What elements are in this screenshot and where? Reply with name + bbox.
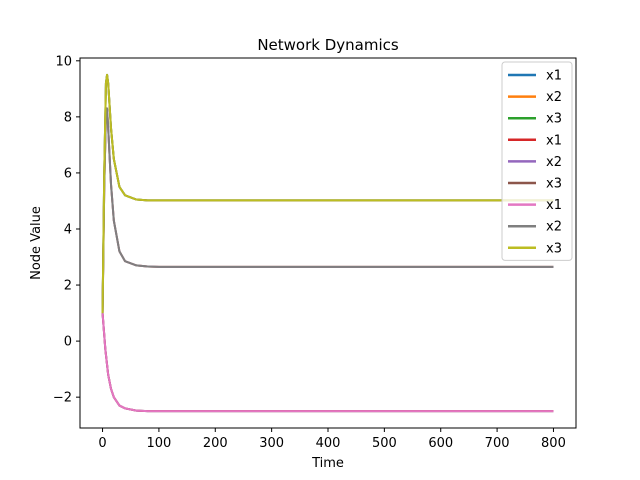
x-tick-label: 100	[146, 436, 171, 451]
x-tick-label: 0	[98, 436, 106, 451]
series-line-7-x1	[101, 313, 554, 413]
y-tick-label: 6	[64, 166, 72, 181]
x-tick-label: 200	[203, 436, 228, 451]
chart-title: Network Dynamics	[257, 36, 399, 54]
y-axis-label: Node Value	[29, 206, 44, 280]
series-line-8-x2	[101, 107, 554, 314]
legend: x1 x2 x3 x1 x2 x3 x1 x2 x3	[501, 61, 573, 261]
x-tick-label: 300	[259, 436, 284, 451]
legend-label: x1	[546, 198, 562, 213]
x-tick-label: 800	[541, 436, 566, 451]
legend-label: x2	[546, 155, 562, 170]
x-axis-label: Time	[311, 456, 344, 471]
x-tick-label: 700	[485, 436, 510, 451]
y-tick-label: 8	[64, 110, 72, 125]
y-tick-label: 2	[64, 279, 72, 294]
y-axis: −2 0 2 4 6 8 10	[53, 54, 80, 406]
x-tick-label: 500	[372, 436, 397, 451]
series-line-9-x3	[101, 73, 554, 314]
legend-label: x3	[546, 241, 562, 256]
legend-label: x2	[546, 220, 562, 235]
legend-label: x3	[546, 177, 562, 192]
x-tick-label: 600	[428, 436, 453, 451]
y-tick-label: 4	[64, 222, 72, 237]
y-tick-label: 0	[64, 335, 72, 350]
x-axis: 0 100 200 300 400 500 600 700 800	[98, 428, 566, 451]
legend-label: x1	[546, 69, 562, 84]
legend-box	[501, 61, 573, 261]
legend-label: x1	[546, 133, 562, 148]
y-tick-label: −2	[53, 391, 72, 406]
y-tick-label: 10	[55, 54, 72, 69]
x-tick-label: 400	[316, 436, 341, 451]
legend-label: x3	[546, 112, 562, 127]
legend-label: x2	[546, 90, 562, 105]
series-layer	[101, 73, 554, 413]
